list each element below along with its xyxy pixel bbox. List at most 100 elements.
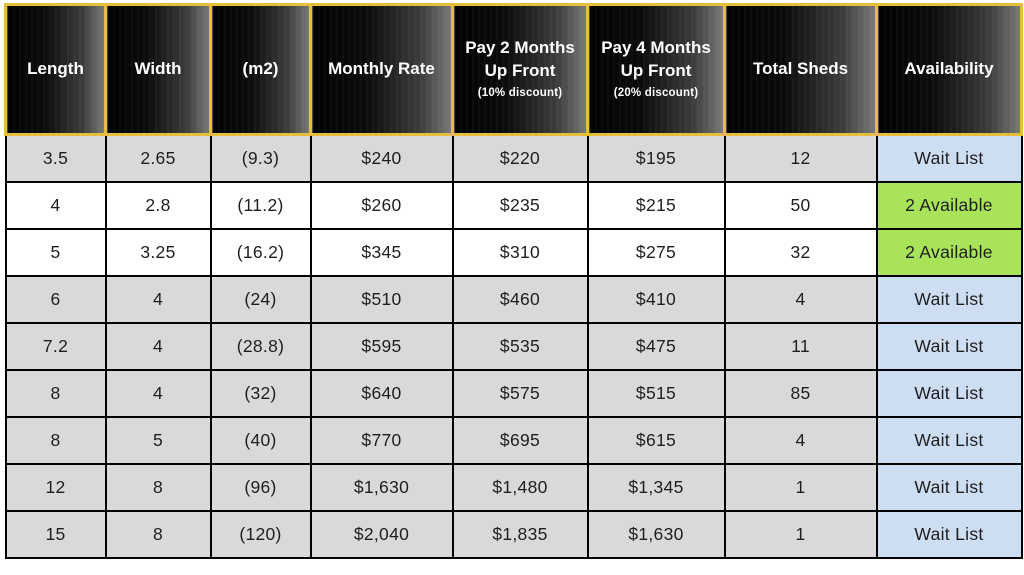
pay2-cell: $460 [451, 274, 589, 324]
monthly-rate-cell: $345 [309, 227, 454, 277]
m2-cell: (24) [209, 274, 312, 324]
table-row: 7.2 4 (28.8) $595 $535 $475 11 Wait List [4, 321, 1023, 371]
m2-cell: (16.2) [209, 227, 312, 277]
width-cell: 3.25 [104, 227, 212, 277]
length-cell: 5 [4, 227, 107, 277]
monthly-rate-cell: $260 [309, 180, 454, 230]
width-cell: 4 [104, 274, 212, 324]
total-sheds-cell: 32 [723, 227, 878, 277]
header-total-sheds: Total Sheds [723, 3, 878, 136]
header-pay4-label: Pay 4 Months Up Front [601, 38, 711, 81]
header-m2: (m2) [209, 3, 312, 136]
pay2-cell: $535 [451, 321, 589, 371]
availability-cell: Wait List [875, 509, 1023, 559]
width-cell: 8 [104, 509, 212, 559]
availability-cell: Wait List [875, 415, 1023, 465]
width-cell: 4 [104, 321, 212, 371]
total-sheds-cell: 85 [723, 368, 878, 418]
length-cell: 15 [4, 509, 107, 559]
pay2-cell: $220 [451, 133, 589, 183]
table-row: 4 2.8 (11.2) $260 $235 $215 50 2 Availab… [4, 180, 1023, 230]
total-sheds-cell: 1 [723, 462, 878, 512]
header-width: Width [104, 3, 212, 136]
header-pay2-label: Pay 2 Months Up Front [465, 38, 575, 81]
header-availability: Availability [875, 3, 1023, 136]
header-availability-label: Availability [904, 59, 994, 79]
monthly-rate-cell: $595 [309, 321, 454, 371]
table-row: 6 4 (24) $510 $460 $410 4 Wait List [4, 274, 1023, 324]
monthly-rate-cell: $1,630 [309, 462, 454, 512]
length-cell: 3.5 [4, 133, 107, 183]
total-sheds-cell: 11 [723, 321, 878, 371]
table-row: 15 8 (120) $2,040 $1,835 $1,630 1 Wait L… [4, 509, 1023, 559]
availability-cell: Wait List [875, 368, 1023, 418]
length-cell: 7.2 [4, 321, 107, 371]
monthly-rate-cell: $510 [309, 274, 454, 324]
header-m2-label: (m2) [242, 59, 279, 79]
m2-cell: (28.8) [209, 321, 312, 371]
availability-cell: Wait List [875, 133, 1023, 183]
shed-rates-sheet: Length Width (m2) Monthly Rate Pay 2 Mon… [4, 3, 1023, 559]
monthly-rate-cell: $770 [309, 415, 454, 465]
pay4-cell: $475 [586, 321, 726, 371]
header-length-label: Length [27, 59, 84, 79]
pay4-cell: $275 [586, 227, 726, 277]
pay2-cell: $1,480 [451, 462, 589, 512]
availability-cell: Wait List [875, 274, 1023, 324]
table-row: 8 4 (32) $640 $575 $515 85 Wait List [4, 368, 1023, 418]
pay2-cell: $235 [451, 180, 589, 230]
m2-cell: (32) [209, 368, 312, 418]
pay4-cell: $195 [586, 133, 726, 183]
availability-cell: Wait List [875, 321, 1023, 371]
monthly-rate-cell: $2,040 [309, 509, 454, 559]
pay4-cell: $215 [586, 180, 726, 230]
width-cell: 2.8 [104, 180, 212, 230]
header-monthly-rate-label: Monthly Rate [328, 59, 435, 79]
pay4-cell: $515 [586, 368, 726, 418]
header-pay4-discount: (20% discount) [613, 87, 699, 100]
m2-cell: (9.3) [209, 133, 312, 183]
total-sheds-cell: 4 [723, 415, 878, 465]
table-body: 3.5 2.65 (9.3) $240 $220 $195 12 Wait Li… [4, 133, 1023, 559]
shed-rates-table: Length Width (m2) Monthly Rate Pay 2 Mon… [4, 3, 1023, 559]
pay2-cell: $1,835 [451, 509, 589, 559]
m2-cell: (96) [209, 462, 312, 512]
width-cell: 2.65 [104, 133, 212, 183]
m2-cell: (120) [209, 509, 312, 559]
availability-cell: 2 Available [875, 227, 1023, 277]
width-cell: 4 [104, 368, 212, 418]
header-monthly-rate: Monthly Rate [309, 3, 454, 136]
length-cell: 8 [4, 415, 107, 465]
width-cell: 5 [104, 415, 212, 465]
length-cell: 8 [4, 368, 107, 418]
table-row: 8 5 (40) $770 $695 $615 4 Wait List [4, 415, 1023, 465]
header-pay2-discount: (10% discount) [477, 87, 563, 100]
monthly-rate-cell: $640 [309, 368, 454, 418]
m2-cell: (11.2) [209, 180, 312, 230]
total-sheds-cell: 1 [723, 509, 878, 559]
header-total-sheds-label: Total Sheds [752, 59, 849, 79]
header-pay2: Pay 2 Months Up Front (10% discount) [451, 3, 589, 136]
pay4-cell: $410 [586, 274, 726, 324]
length-cell: 12 [4, 462, 107, 512]
table-row: 5 3.25 (16.2) $345 $310 $275 32 2 Availa… [4, 227, 1023, 277]
pay4-cell: $1,630 [586, 509, 726, 559]
m2-cell: (40) [209, 415, 312, 465]
header-length: Length [4, 3, 107, 136]
length-cell: 6 [4, 274, 107, 324]
width-cell: 8 [104, 462, 212, 512]
header-row: Length Width (m2) Monthly Rate Pay 2 Mon… [4, 3, 1023, 136]
monthly-rate-cell: $240 [309, 133, 454, 183]
length-cell: 4 [4, 180, 107, 230]
total-sheds-cell: 12 [723, 133, 878, 183]
total-sheds-cell: 50 [723, 180, 878, 230]
header-width-label: Width [134, 59, 182, 79]
table-header: Length Width (m2) Monthly Rate Pay 2 Mon… [4, 3, 1023, 136]
availability-cell: 2 Available [875, 180, 1023, 230]
pay2-cell: $575 [451, 368, 589, 418]
header-pay4: Pay 4 Months Up Front (20% discount) [586, 3, 726, 136]
pay4-cell: $1,345 [586, 462, 726, 512]
table-row: 12 8 (96) $1,630 $1,480 $1,345 1 Wait Li… [4, 462, 1023, 512]
pay2-cell: $310 [451, 227, 589, 277]
table-row: 3.5 2.65 (9.3) $240 $220 $195 12 Wait Li… [4, 133, 1023, 183]
